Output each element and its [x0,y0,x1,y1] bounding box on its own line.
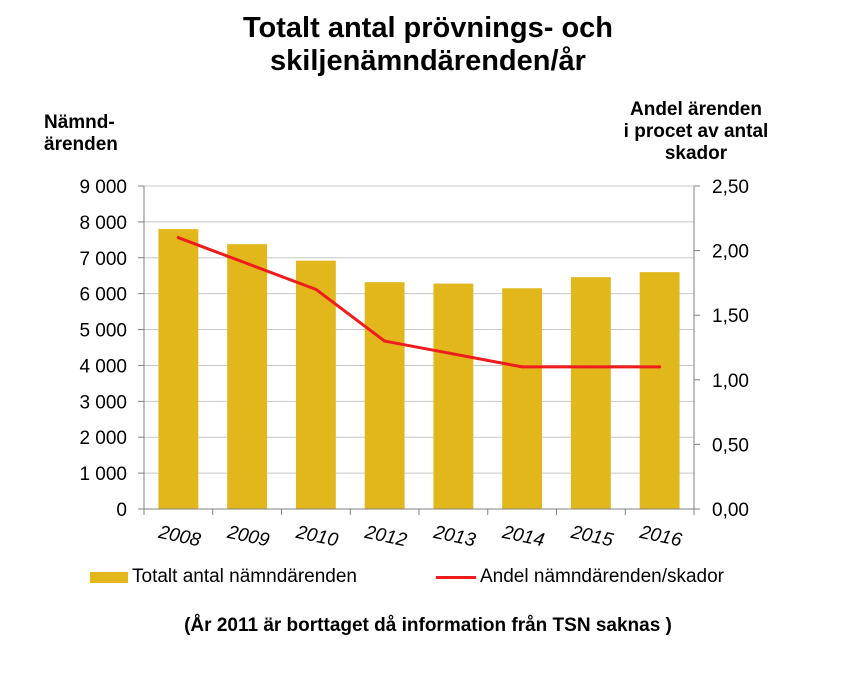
legend-label-line: Andel nämndärenden/skador [480,566,725,587]
y-axis-right-tick-label: 1,00 [712,371,749,392]
line-point [314,287,318,291]
legend-swatch-line [436,575,476,579]
line-point [520,365,524,369]
y-axis-left-tick-label: 1 000 [79,464,127,485]
y-axis-right-title-line-2: i procet av antal [623,121,769,142]
x-axis-tick-label: 2010 [293,522,340,552]
y-axis-left-tick-label: 5 000 [79,321,127,342]
line-point [589,365,593,369]
bar [227,244,268,509]
series-line [176,236,662,369]
chart-title-line-1: Totalt antal prövnings- och [242,12,614,44]
y-axis-left-tick-label: 6 000 [79,285,127,306]
gridlines [144,185,694,474]
y-axis-left-tick-label: 2 000 [79,428,127,449]
bar [364,282,405,509]
y-axis-right-tick-label: 1,50 [712,306,749,327]
legend-swatch-bar [90,571,128,583]
line-point [451,352,455,356]
line-point [383,339,387,343]
y-axis-right-title: Andel ärenden i procet av antal skador [566,99,826,165]
y-axis-left-title: Nämnd- ärenden [44,112,118,156]
y-axis-left-tick-label: 8 000 [79,213,127,234]
x-axis-tick-label: 2008 [156,522,203,552]
line-point [176,236,180,240]
y-axis-right-tick-label: 0,00 [712,500,749,521]
y-axis-left-tick-label: 4 000 [79,356,127,377]
legend-item-bars: Totalt antal nämndärenden [90,566,357,588]
x-axis-ticks: 2008 2009 2010 2012 2013 2014 2015 2016 [156,522,684,552]
bar [158,229,199,510]
chart-title: Totalt antal prövnings- och skiljenämndä… [0,12,856,78]
y-axis-right-tick-label: 2,00 [712,242,749,263]
chart-title-line-2: skiljenämndärenden/år [270,45,586,77]
bar [295,260,336,509]
legend: Totalt antal nämndärenden Andel nämndäre… [0,566,856,592]
axes [138,185,700,515]
bar [639,272,680,509]
x-axis-tick-label: 2015 [568,522,615,552]
y-axis-left-tick-label: 7 000 [79,249,127,270]
y-axis-left-tick-label: 3 000 [79,392,127,413]
y-axis-right-title-line-3: skador [664,143,728,164]
x-axis-tick-label: 2014 [499,522,546,552]
y-axis-right-title-line-1: Andel ärenden [630,99,762,120]
legend-label-bars: Totalt antal nämndärenden [132,566,357,587]
x-axis-tick-label: 2012 [362,522,409,552]
x-axis-tick-label: 2016 [637,522,684,552]
y-axis-left-tick-label: 9 000 [79,177,127,198]
footnote: (År 2011 är borttaget då information frå… [184,615,672,636]
bar-series [158,229,680,510]
line-point [245,262,249,266]
line-point [658,365,662,369]
x-axis-tick-label: 2013 [431,522,478,552]
y-axis-right-tick-label: 0,50 [712,435,749,456]
y-axis-left-title-line-2: ärenden [44,134,118,155]
y-axis-left-ticks: 0 1 000 2 000 3 000 4 000 5 000 6 000 7 000 8 00… [79,177,127,521]
x-axis-tick-label: 2009 [224,522,271,552]
bar [570,277,611,509]
y-axis-left-tick-label: 0 [116,500,127,521]
y-axis-left-title-line-1: Nämnd- [44,112,115,133]
bar [502,288,543,509]
line-series [176,236,662,369]
y-axis-right-tick-label: 2,50 [712,177,749,198]
y-axis-right-ticks: 0,00 0,50 1,00 1,50 2,00 2,50 [712,177,749,521]
bar [433,283,474,509]
legend-item-line: Andel nämndärenden/skador [436,566,724,588]
